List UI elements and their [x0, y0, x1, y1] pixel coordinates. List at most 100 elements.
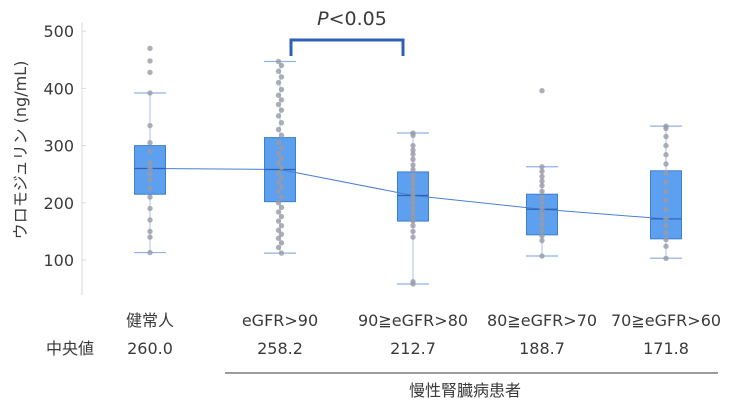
- category-label: 80≧eGFR>70: [487, 311, 597, 330]
- data-point: [410, 222, 416, 229]
- data-point: [147, 185, 153, 192]
- y-tick-label: 300: [43, 137, 74, 156]
- data-point: [278, 222, 285, 229]
- data-point: [663, 125, 669, 132]
- data-point: [147, 148, 153, 155]
- data-point: [147, 90, 153, 96]
- data-point: [410, 166, 416, 173]
- category-label: 健常人: [126, 311, 174, 330]
- data-point: [410, 186, 416, 192]
- data-point: [410, 204, 416, 211]
- data-point: [410, 177, 416, 183]
- median-value-label: 258.2: [257, 339, 303, 358]
- data-point: [663, 161, 669, 167]
- data-point: [410, 213, 416, 220]
- data-point: [278, 194, 285, 200]
- data-point: [278, 231, 285, 237]
- data-point: [147, 234, 153, 240]
- data-point: [539, 233, 545, 239]
- data-point: [278, 107, 285, 113]
- data-point: [147, 171, 153, 177]
- data-point: [663, 152, 669, 158]
- data-point: [539, 211, 545, 217]
- data-point: [275, 235, 282, 241]
- data-point: [278, 213, 285, 220]
- data-point: [539, 182, 545, 189]
- data-point: [147, 205, 153, 212]
- data-point: [539, 200, 545, 206]
- data-point: [278, 164, 285, 171]
- data-point: [410, 156, 416, 163]
- data-point: [663, 229, 669, 236]
- data-point: [410, 209, 416, 215]
- data-point: [275, 92, 282, 98]
- data-point: [663, 142, 669, 149]
- data-point: [539, 178, 545, 184]
- data-point: [410, 151, 416, 157]
- data-point: [539, 194, 545, 200]
- data-point: [539, 87, 545, 94]
- data-point: [275, 218, 282, 224]
- data-point: [278, 204, 285, 211]
- data-point: [539, 188, 545, 195]
- data-point: [410, 172, 416, 179]
- data-point: [147, 249, 153, 256]
- data-point: [663, 170, 669, 176]
- data-point: [275, 68, 282, 74]
- y-tick-label: 100: [43, 251, 74, 270]
- data-point: [275, 58, 282, 65]
- data-point: [147, 160, 153, 166]
- data-point: [147, 45, 153, 52]
- data-point: [147, 69, 153, 76]
- data-point: [275, 209, 282, 215]
- data-point: [539, 221, 545, 228]
- data-point: [147, 165, 153, 172]
- median-value-label: 188.7: [519, 339, 565, 358]
- data-point: [410, 181, 416, 188]
- data-point: [410, 142, 416, 149]
- data-point: [147, 122, 153, 129]
- data-point: [278, 97, 285, 103]
- data-point: [410, 147, 416, 153]
- data-point: [663, 206, 669, 213]
- y-tick-label: 500: [43, 22, 74, 41]
- data-point: [275, 101, 282, 108]
- data-point: [275, 160, 282, 166]
- data-point: [539, 168, 545, 175]
- data-point: [275, 188, 282, 195]
- median-row-label: 中央値: [46, 339, 94, 358]
- data-point: [147, 194, 153, 200]
- y-tick-label: 200: [43, 194, 74, 213]
- data-point: [410, 234, 416, 240]
- data-point: [147, 228, 153, 235]
- significance-bracket: [289, 38, 405, 56]
- data-point: [278, 86, 285, 93]
- data-point: [147, 177, 153, 183]
- data-point: [278, 174, 285, 181]
- data-point: [663, 179, 669, 185]
- category-label: eGFR>90: [242, 311, 318, 330]
- data-point: [410, 162, 416, 168]
- data-point: [539, 173, 545, 180]
- data-point: [539, 164, 545, 170]
- data-point: [278, 120, 285, 126]
- data-point: [147, 140, 153, 146]
- data-point: [275, 126, 282, 133]
- data-point: [410, 195, 416, 201]
- group-label: 慢性腎臓病患者: [409, 381, 521, 400]
- data-point: [275, 113, 282, 119]
- data-point: [663, 133, 669, 140]
- data-point: [278, 155, 285, 161]
- data-point: [539, 253, 545, 259]
- data-point: [147, 58, 153, 64]
- data-point: [278, 62, 285, 69]
- data-point: [275, 244, 282, 251]
- data-point: [663, 188, 669, 195]
- median-value-label: 212.7: [390, 339, 436, 358]
- data-point: [275, 150, 282, 157]
- data-point: [663, 243, 669, 249]
- significance-label: P<0.05: [317, 8, 387, 30]
- data-point: [410, 218, 416, 224]
- median-value-label: 260.0: [127, 339, 173, 358]
